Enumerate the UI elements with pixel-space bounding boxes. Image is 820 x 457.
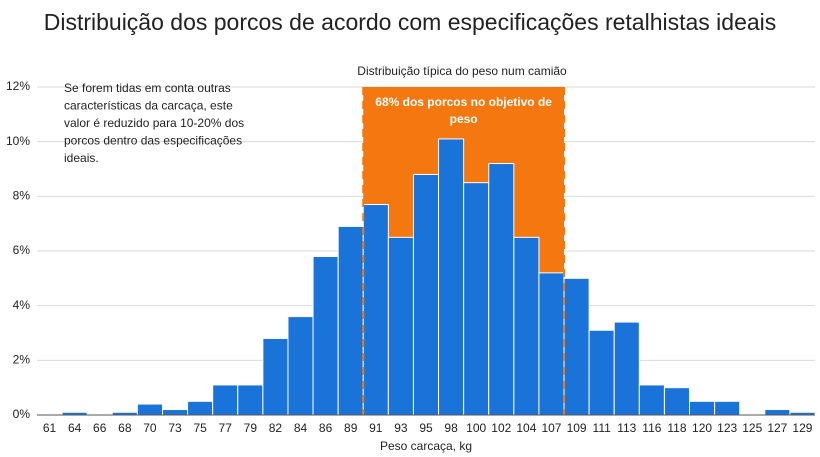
highlight-label: 68% dos porcos no objetivo de [375, 95, 552, 109]
bar [638, 384, 665, 416]
bar [187, 400, 214, 416]
y-tick-label: 2% [13, 353, 31, 367]
bar [613, 321, 640, 416]
x-tick-label: 73 [168, 421, 182, 435]
x-tick-label: 89 [344, 421, 358, 435]
bar [689, 400, 716, 416]
bar [312, 255, 339, 416]
note: valor é reduzido para 10-20% dos [64, 116, 244, 130]
bar [513, 236, 540, 416]
bar [412, 173, 440, 416]
x-tick-label: 118 [667, 421, 686, 435]
y-tick-label: 0% [13, 407, 31, 421]
highlight-label: peso [450, 112, 478, 126]
x-tick-label: 64 [68, 421, 82, 435]
bar [362, 204, 389, 416]
bar [563, 277, 590, 416]
x-tick-label: 98 [444, 421, 458, 435]
x-tick-label: 100 [466, 421, 486, 435]
x-tick-label: 93 [394, 421, 408, 435]
bar [387, 236, 414, 416]
subtitle: Distribuição típica do peso num camião [357, 64, 567, 78]
bar [714, 400, 741, 416]
bar [262, 337, 289, 416]
y-tick-label: 10% [6, 134, 30, 148]
note: ideais. [64, 151, 99, 165]
y-tick-label: 4% [13, 298, 31, 312]
x-tick-label: 84 [294, 421, 308, 435]
bar [588, 329, 615, 416]
x-tick-label: 120 [692, 421, 712, 435]
y-tick-label: 8% [13, 189, 31, 203]
x-tick-label: 70 [143, 421, 157, 435]
bar [237, 384, 264, 416]
x-tick-label: 109 [567, 421, 587, 435]
y-tick-label: 6% [13, 243, 31, 257]
bar [212, 384, 239, 416]
note: Se forem tidas em conta outras [64, 81, 231, 95]
bar [538, 272, 565, 416]
x-tick-label: 102 [491, 421, 511, 435]
x-tick-label: 111 [593, 421, 612, 435]
x-axis-label: Peso carcaça, kg [380, 439, 472, 453]
x-tick-label: 75 [193, 421, 207, 435]
x-tick-label: 95 [419, 421, 433, 435]
x-tick-label: 68 [118, 421, 132, 435]
bar [161, 409, 189, 416]
x-tick-label: 116 [642, 421, 661, 435]
x-tick-label: 91 [369, 421, 383, 435]
x-tick-label: 123 [717, 421, 737, 435]
y-tick-label: 12% [6, 79, 30, 93]
x-tick-label: 86 [319, 421, 333, 435]
bar [337, 225, 364, 416]
chart-title: Distribuição dos porcos de acordo com es… [44, 9, 777, 35]
x-tick-label: 77 [219, 421, 233, 435]
x-tick-label: 125 [742, 421, 762, 435]
x-tick-label: 129 [792, 421, 812, 435]
x-tick-label: 127 [767, 421, 787, 435]
note: porcos dentro das especificações [64, 134, 242, 148]
x-tick-label: 79 [244, 421, 258, 435]
bar [463, 182, 490, 416]
note: características da carcaça, este [64, 99, 233, 113]
bar [287, 316, 314, 416]
x-tick-label: 66 [93, 421, 107, 435]
x-tick-label: 113 [617, 421, 636, 435]
bar [764, 409, 791, 416]
bar [438, 138, 465, 416]
x-tick-label: 61 [43, 421, 57, 435]
bar [136, 403, 163, 416]
x-tick-label: 104 [516, 421, 536, 435]
x-tick-label: 82 [269, 421, 283, 435]
x-tick-label: 107 [541, 421, 561, 435]
bar [488, 163, 515, 416]
bar [663, 387, 691, 416]
